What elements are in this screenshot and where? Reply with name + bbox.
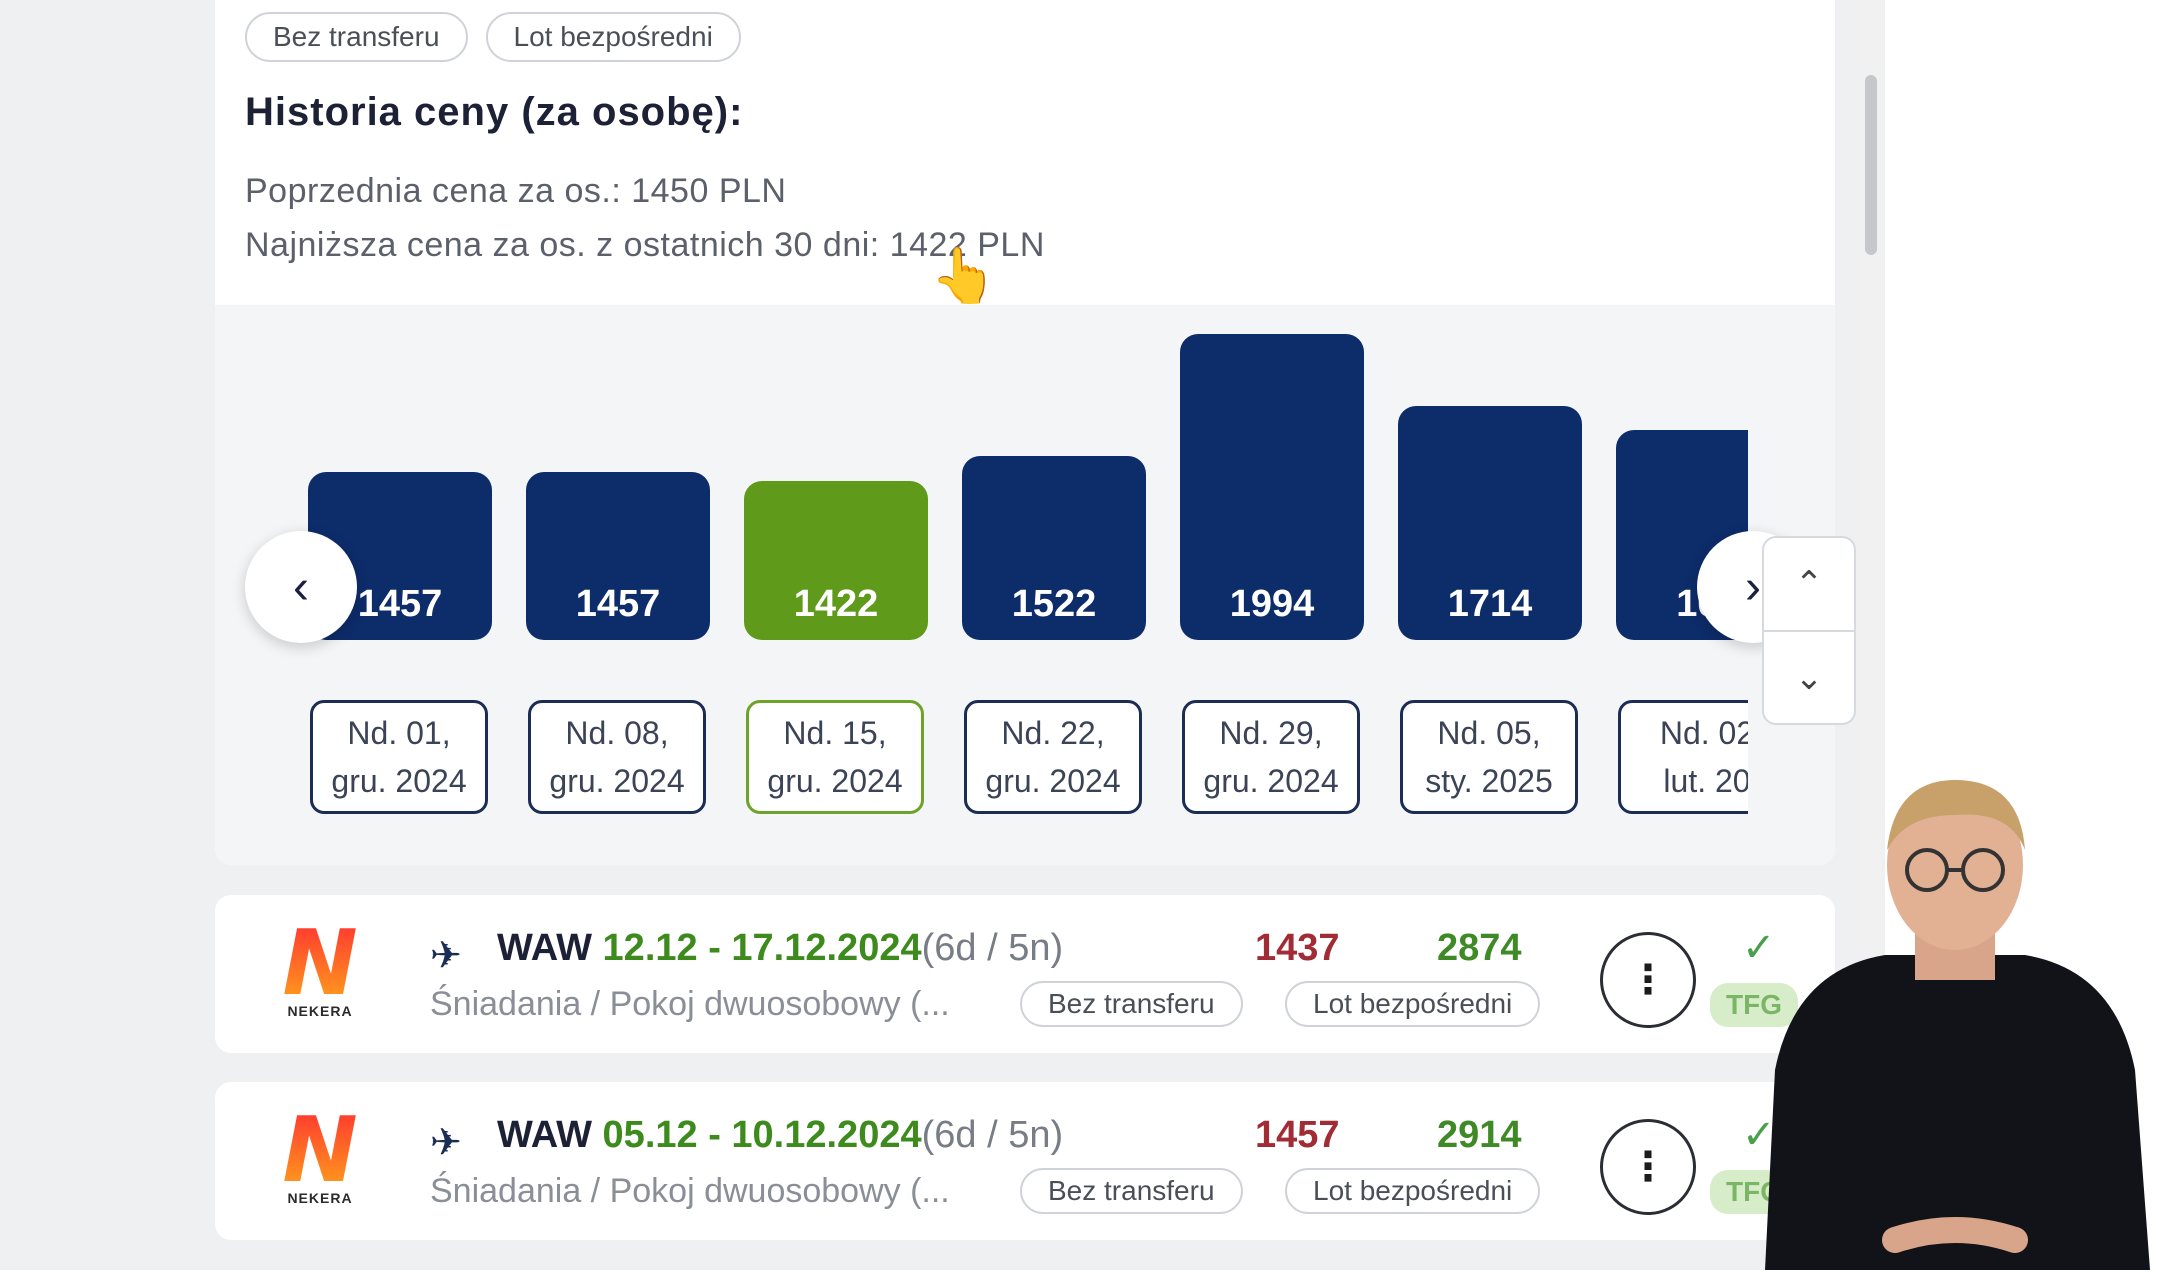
date-line-month: gru. 2024 bbox=[331, 763, 467, 799]
date-line-day: Nd. 15, bbox=[783, 715, 887, 751]
date-line-day: Nd. 02 bbox=[1659, 715, 1748, 751]
operator-logo-mark: N bbox=[270, 1106, 370, 1196]
price-bar-value: 1994 bbox=[1229, 583, 1315, 625]
offer-duration: (6d / 5n) bbox=[921, 927, 1064, 969]
price-per-person: 1437 bbox=[1255, 927, 1340, 969]
price-bar[interactable]: 1994 bbox=[1180, 333, 1364, 640]
date-line-month: gru. 2024 bbox=[1203, 763, 1339, 799]
date-line-month: sty. 2025 bbox=[1425, 763, 1553, 799]
price-bar-value: 1714 bbox=[1447, 583, 1533, 625]
price-date-label[interactable]: Nd. 05, sty. 2025 bbox=[1400, 700, 1578, 814]
operator-logo-mark: N bbox=[270, 919, 370, 1009]
offer-duration: (6d / 5n) bbox=[921, 1114, 1064, 1156]
date-line-day: Nd. 05, bbox=[1437, 715, 1541, 751]
offer-meal-room: Śniadania / Pokoj dwuosobowy (... bbox=[430, 985, 950, 1023]
more-options-button[interactable]: ⋮ bbox=[1600, 1119, 1696, 1215]
scroll-down-button[interactable]: ⌄ bbox=[1764, 630, 1854, 724]
chevron-right-icon: › bbox=[1745, 560, 1761, 614]
page-scrollbar[interactable] bbox=[1860, 0, 1882, 1270]
offer-meal-room: Śniadania / Pokoj dwuosobowy (... bbox=[430, 1172, 950, 1210]
tag-no-transfer: Bez transferu bbox=[245, 12, 468, 62]
tag-no-transfer: Bez transferu bbox=[1020, 1168, 1243, 1214]
date-line-day: Nd. 22, bbox=[1001, 715, 1105, 751]
date-line-day: Nd. 08, bbox=[565, 715, 669, 751]
price-date-label[interactable]: Nd. 29, gru. 2024 bbox=[1182, 700, 1360, 814]
date-line-day: Nd. 01, bbox=[347, 715, 451, 751]
lowest-price-text: Najniższa cena za os. z ostatnich 30 dni… bbox=[245, 226, 1045, 264]
price-date-label[interactable]: Nd. 02 lut. 20 bbox=[1618, 700, 1748, 814]
price-history-title: Historia ceny (za osobę): bbox=[245, 90, 744, 134]
more-vertical-icon: ⋮ bbox=[1628, 958, 1668, 1002]
tag-direct-flight: Lot bezpośredni bbox=[1285, 981, 1541, 1027]
tag-no-transfer: Bez transferu bbox=[1020, 981, 1243, 1027]
scrollbar-thumb[interactable] bbox=[1865, 75, 1877, 255]
check-icon: ✓ bbox=[1742, 1113, 1776, 1157]
offer-dates: 12.12 - 17.12.2024 bbox=[602, 927, 922, 969]
departure-airport: WAW bbox=[497, 1114, 592, 1156]
price-bar-value: 1422 bbox=[793, 583, 879, 625]
date-line-month: lut. 20 bbox=[1663, 763, 1748, 799]
price-bar-value: 1457 bbox=[575, 583, 661, 625]
scroll-up-button[interactable]: ⌃ bbox=[1764, 538, 1854, 630]
operator-logo: N NEKERA bbox=[270, 1106, 370, 1212]
operator-logo-text: NEKERA bbox=[287, 1190, 353, 1206]
operator-logo: N NEKERA bbox=[270, 919, 370, 1025]
presenter-video-overlay bbox=[1765, 780, 2150, 1270]
date-line-month: gru. 2024 bbox=[767, 763, 903, 799]
price-chart-bars: 1457 Nd. 01, gru. 2024 1457 Nd. 08, gru. 2024… bbox=[305, 305, 1748, 865]
date-line-day: Nd. 29, bbox=[1219, 715, 1323, 751]
price-total: 2914 bbox=[1437, 1114, 1522, 1156]
price-bar-value: 1522 bbox=[1011, 583, 1097, 625]
price-bar[interactable]: 1422 bbox=[744, 481, 928, 640]
offer-route: WAW 05.12 - 10.12.2024(6d / 5n) bbox=[497, 1114, 1063, 1157]
price-per-person: 1457 bbox=[1255, 1114, 1340, 1156]
date-line-month: gru. 2024 bbox=[985, 763, 1121, 799]
price-chart: 1457 Nd. 01, gru. 2024 1457 Nd. 08, gru. 2024… bbox=[215, 305, 1835, 865]
price-total: 2874 bbox=[1437, 927, 1522, 969]
plane-icon: ✈ bbox=[430, 1122, 462, 1164]
offer-route: WAW 12.12 - 17.12.2024(6d / 5n) bbox=[497, 927, 1063, 970]
check-icon: ✓ bbox=[1742, 926, 1776, 970]
offer-dates: 05.12 - 10.12.2024 bbox=[602, 1114, 922, 1156]
hand-cursor-icon: 👆 bbox=[930, 246, 998, 306]
price-date-label[interactable]: Nd. 15, gru. 2024 bbox=[746, 700, 924, 814]
scroll-control: ⌃ ⌄ bbox=[1762, 536, 1856, 725]
chevron-left-icon: ‹ bbox=[293, 560, 309, 614]
plane-icon: ✈ bbox=[430, 935, 462, 977]
more-options-button[interactable]: ⋮ bbox=[1600, 932, 1696, 1028]
offer-card[interactable]: N NEKERA ✈ WAW 12.12 - 17.12.2024(6d / 5… bbox=[215, 895, 1835, 1053]
previous-price-text: Poprzednia cena za os.: 1450 PLN bbox=[245, 172, 787, 210]
tfg-badge: TFG bbox=[1710, 983, 1798, 1027]
top-tags: Bez transferu Lot bezpośredni bbox=[245, 12, 741, 62]
date-line-month: gru. 2024 bbox=[549, 763, 685, 799]
price-bar[interactable]: 1522 bbox=[962, 455, 1146, 640]
tag-direct-flight: Lot bezpośredni bbox=[1285, 1168, 1541, 1214]
price-date-label[interactable]: Nd. 01, gru. 2024 bbox=[310, 700, 488, 814]
tag-direct-flight: Lot bezpośredni bbox=[485, 12, 741, 62]
price-date-label[interactable]: Nd. 08, gru. 2024 bbox=[528, 700, 706, 814]
chevron-up-icon: ⌃ bbox=[1794, 565, 1824, 603]
chevron-down-icon: ⌄ bbox=[1794, 659, 1824, 697]
price-bar[interactable]: 1714 bbox=[1398, 405, 1582, 640]
price-date-label[interactable]: Nd. 22, gru. 2024 bbox=[964, 700, 1142, 814]
offer-card[interactable]: N NEKERA ✈ WAW 05.12 - 10.12.2024(6d / 5… bbox=[215, 1082, 1835, 1240]
more-vertical-icon: ⋮ bbox=[1628, 1145, 1668, 1189]
departure-airport: WAW bbox=[497, 927, 592, 969]
operator-logo-text: NEKERA bbox=[287, 1003, 353, 1019]
chart-prev-button[interactable]: ‹ bbox=[245, 531, 357, 643]
price-bar[interactable]: 1457 bbox=[526, 472, 710, 640]
price-bar-value: 1457 bbox=[357, 583, 443, 625]
